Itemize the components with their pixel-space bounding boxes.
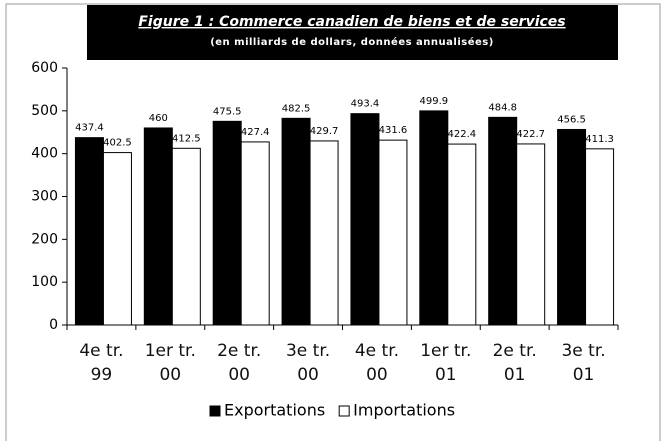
value-label: 484.8 xyxy=(488,102,517,113)
chart-title: Figure 1 : Commerce canadien de biens et… xyxy=(138,14,565,30)
value-label: 475.5 xyxy=(213,106,242,117)
y-tick-label: 300 xyxy=(31,189,58,205)
value-label: 411.3 xyxy=(585,134,614,145)
bar xyxy=(281,117,311,326)
title-box xyxy=(87,5,618,60)
bar xyxy=(350,113,380,326)
bar xyxy=(309,140,339,326)
x-tick-label: 2e tr. 00 xyxy=(217,341,262,385)
value-label: 437.4 xyxy=(75,123,104,134)
value-label: 493.4 xyxy=(351,99,380,110)
bar xyxy=(102,152,132,326)
legend-label: Exportations xyxy=(224,401,325,420)
y-tick-label: 200 xyxy=(31,231,58,247)
value-label: 429.7 xyxy=(310,126,339,137)
value-label: 412.5 xyxy=(172,133,201,144)
bar xyxy=(488,116,518,326)
y-tick-label: 600 xyxy=(31,60,58,76)
bar xyxy=(212,120,242,326)
y-tick-label: 500 xyxy=(31,103,58,119)
x-tick-label: 2e tr. 01 xyxy=(492,341,537,385)
bar xyxy=(419,110,449,326)
legend-swatch xyxy=(209,405,221,417)
legend-label: Importations xyxy=(353,401,455,420)
x-tick-label: 3e tr. 00 xyxy=(285,341,331,385)
value-label: 499.9 xyxy=(419,96,448,107)
x-tick-label: 1er tr. 00 xyxy=(144,341,196,385)
x-tick-label: 4e tr. 00 xyxy=(354,341,400,385)
bar xyxy=(378,139,408,326)
bar xyxy=(240,141,270,326)
x-tick-label: 4e tr. 99 xyxy=(79,341,124,385)
value-label: 427.4 xyxy=(241,127,270,138)
y-tick-label: 400 xyxy=(31,146,58,162)
y-tick-label: 100 xyxy=(31,274,58,290)
value-label: 402.5 xyxy=(103,138,132,149)
bar xyxy=(447,143,477,326)
value-label: 422.7 xyxy=(516,129,545,140)
bar xyxy=(516,143,546,326)
bar xyxy=(74,137,104,326)
value-label: 456.5 xyxy=(557,114,586,125)
value-label: 422.4 xyxy=(447,129,476,140)
value-label: 482.5 xyxy=(282,103,311,114)
x-tick-label: 1er tr. 01 xyxy=(420,341,472,385)
bar xyxy=(585,148,615,326)
bar xyxy=(557,128,587,326)
bar xyxy=(143,127,173,326)
frame xyxy=(5,3,661,441)
y-tick-label: 0 xyxy=(49,317,58,333)
value-label: 460 xyxy=(149,113,168,124)
value-label: 431.6 xyxy=(379,125,408,136)
x-tick-label: 3e tr. 01 xyxy=(561,341,606,385)
legend-swatch xyxy=(338,405,350,417)
bar xyxy=(171,147,201,326)
chart-subtitle: (en milliards de dollars, données annual… xyxy=(210,36,494,48)
